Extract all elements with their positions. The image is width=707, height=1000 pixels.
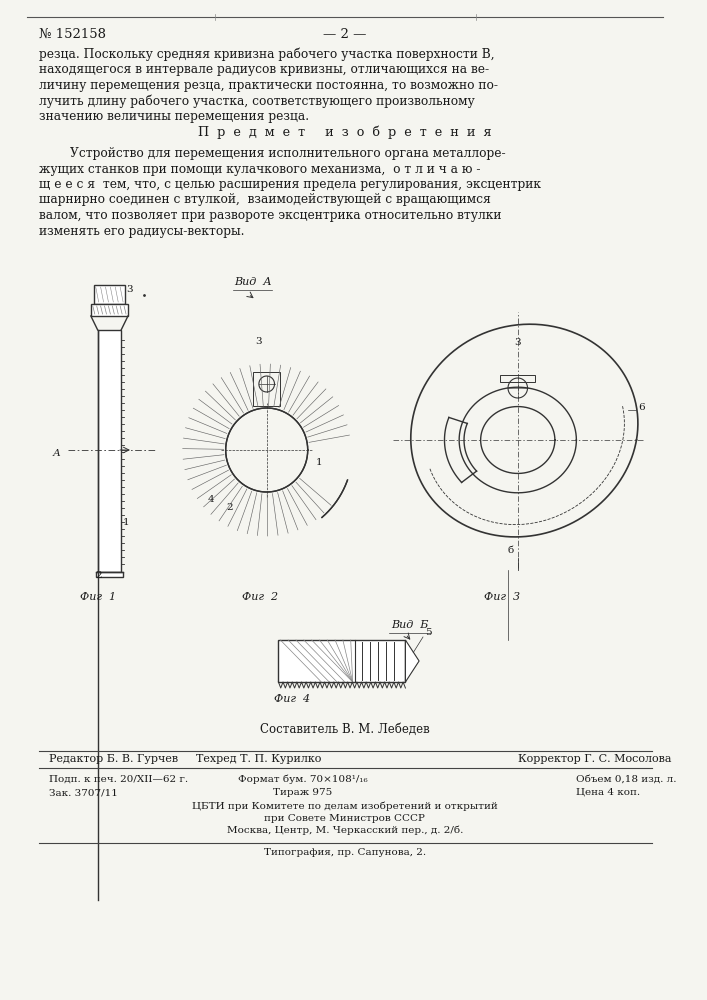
Bar [279, 640, 405, 682]
Text: личину перемещения резца, практически постоянна, то возможно по-: личину перемещения резца, практически по… [39, 79, 498, 92]
Text: изменять его радиусы-векторы.: изменять его радиусы-векторы. [39, 225, 245, 237]
Text: — 2 —: — 2 — [323, 28, 366, 41]
Text: Корректор Г. С. Мосолова: Корректор Г. С. Мосолова [518, 754, 671, 764]
Text: 6: 6 [638, 403, 645, 412]
Text: Подп. к печ. 20/XII—62 г.: Подп. к печ. 20/XII—62 г. [49, 775, 188, 784]
Text: значению величины перемещения резца.: значению величины перемещения резца. [39, 110, 309, 123]
Text: Фиг  3: Фиг 3 [484, 592, 520, 602]
Text: б: б [508, 546, 514, 555]
Text: Составитель В. М. Лебедев: Составитель В. М. Лебедев [260, 723, 430, 736]
Text: жущих станков при помощи кулачкового механизма,  о т л и ч а ю -: жущих станков при помощи кулачкового мех… [39, 162, 481, 176]
Text: резца. Поскольку средняя кривизна рабочего участка поверхности В,: резца. Поскольку средняя кривизна рабоче… [39, 47, 495, 61]
Text: Техред Т. П. Курилко: Техред Т. П. Курилко [197, 754, 322, 764]
Text: А: А [53, 449, 61, 458]
Text: Редактор Б. В. Гурчев: Редактор Б. В. Гурчев [49, 754, 178, 764]
Text: Цена 4 коп.: Цена 4 коп. [576, 788, 641, 797]
Bar [253, 372, 281, 406]
Text: 3: 3 [255, 337, 262, 346]
Text: Фиг  2: Фиг 2 [243, 592, 279, 602]
Text: щ е е с я  тем, что, с целью расширения предела регулирования, эксцентрик: щ е е с я тем, что, с целью расширения п… [39, 178, 541, 191]
Text: Устройство для перемещения исполнительного органа металлоре-: Устройство для перемещения исполнительно… [70, 147, 506, 160]
Text: Вид  А: Вид А [235, 277, 272, 287]
Text: Типография, пр. Сапунова, 2.: Типография, пр. Сапунова, 2. [264, 848, 426, 857]
Text: Фиг  4: Фиг 4 [274, 694, 310, 704]
Text: при Совете Министров СССР: при Совете Министров СССР [264, 814, 426, 823]
Bar [94, 285, 125, 304]
Text: Зак. 3707/11: Зак. 3707/11 [49, 788, 118, 797]
Polygon shape [405, 640, 419, 682]
Text: шарнирно соединен с втулкой,  взаимодействующей с вращающимся: шарнирно соединен с втулкой, взаимодейст… [39, 194, 491, 207]
Text: Формат бум. 70×108¹/₁₆: Формат бум. 70×108¹/₁₆ [238, 774, 368, 784]
Text: Объем 0,18 изд. л.: Объем 0,18 изд. л. [576, 775, 677, 784]
Text: № 152158: № 152158 [39, 28, 106, 41]
Text: 5: 5 [425, 628, 431, 637]
Text: Фиг  1: Фиг 1 [80, 592, 116, 602]
Text: Тираж 975: Тираж 975 [273, 788, 332, 797]
Text: 1: 1 [123, 518, 129, 527]
Text: валом, что позволяет при развороте эксцентрика относительно втулки: валом, что позволяет при развороте эксце… [39, 209, 501, 222]
Text: находящегося в интервале радиусов кривизны, отличающихся на ве-: находящегося в интервале радиусов кривиз… [39, 64, 489, 77]
Bar [98, 330, 121, 572]
Text: 3: 3 [514, 338, 520, 347]
Text: П  р  е  д  м  е  т     и  з  о  б  р  е  т  е  н  и  я: П р е д м е т и з о б р е т е н и я [198, 125, 491, 139]
Text: 3: 3 [126, 285, 133, 294]
Text: лучить длину рабочего участка, соответствующего произвольному: лучить длину рабочего участка, соответст… [39, 94, 475, 107]
Text: Москва, Центр, М. Черкасский пер., д. 2/б.: Москва, Центр, М. Черкасский пер., д. 2/… [227, 826, 463, 835]
Text: 2: 2 [95, 571, 103, 580]
Text: 2: 2 [227, 503, 233, 512]
Text: 1: 1 [315, 458, 322, 467]
Text: Вид  Б: Вид Б [391, 620, 428, 630]
Bar [91, 304, 128, 316]
Text: 4: 4 [208, 495, 215, 504]
Text: ЦБТИ при Комитете по делам изобретений и открытий: ЦБТИ при Комитете по делам изобретений и… [192, 802, 498, 811]
Bar [500, 375, 535, 382]
Bar [95, 572, 123, 577]
